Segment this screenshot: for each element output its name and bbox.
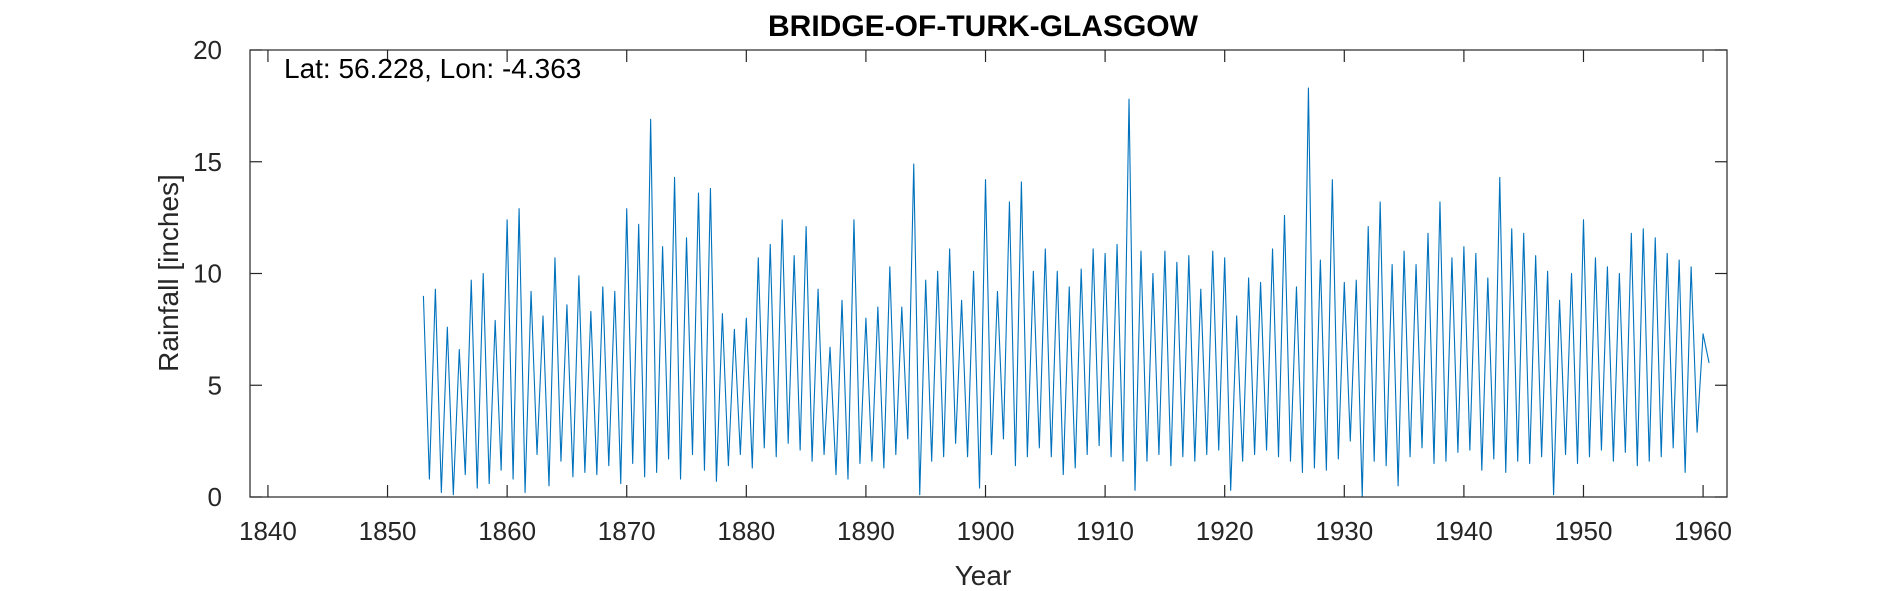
x-tick-label: 1920 xyxy=(1196,516,1254,546)
y-axis-label: Rainfall [inches] xyxy=(153,174,184,372)
x-tick-label: 1910 xyxy=(1076,516,1134,546)
x-tick-label: 1860 xyxy=(478,516,536,546)
x-tick-label: 1880 xyxy=(717,516,775,546)
x-tick-label: 1850 xyxy=(359,516,417,546)
y-tick-label: 15 xyxy=(193,147,222,177)
x-tick-label: 1890 xyxy=(837,516,895,546)
y-tick-label: 0 xyxy=(208,482,222,512)
x-tick-label: 1870 xyxy=(598,516,656,546)
rainfall-series-line xyxy=(422,87,1710,498)
y-axis: 0 5 10 15 20 xyxy=(193,35,1727,512)
x-tick-label: 1940 xyxy=(1435,516,1493,546)
x-tick-label: 1900 xyxy=(957,516,1015,546)
location-annotation: Lat: 56.228, Lon: -4.363 xyxy=(284,53,581,84)
chart-title: BRIDGE-OF-TURK-GLASGOW xyxy=(768,10,1199,43)
series-layer xyxy=(422,87,1710,498)
y-tick-label: 20 xyxy=(193,35,222,65)
y-tick-label: 5 xyxy=(208,370,222,400)
x-tick-label: 1950 xyxy=(1555,516,1613,546)
x-tick-label: 1960 xyxy=(1674,516,1732,546)
y-tick-label: 10 xyxy=(193,259,222,289)
x-axis-label: Year xyxy=(955,560,1012,591)
x-tick-label: 1840 xyxy=(239,516,297,546)
x-axis: 1840 1850 1860 1870 1880 1890 1900 1910 1920 1930… xyxy=(239,50,1732,546)
x-tick-label: 1930 xyxy=(1315,516,1373,546)
